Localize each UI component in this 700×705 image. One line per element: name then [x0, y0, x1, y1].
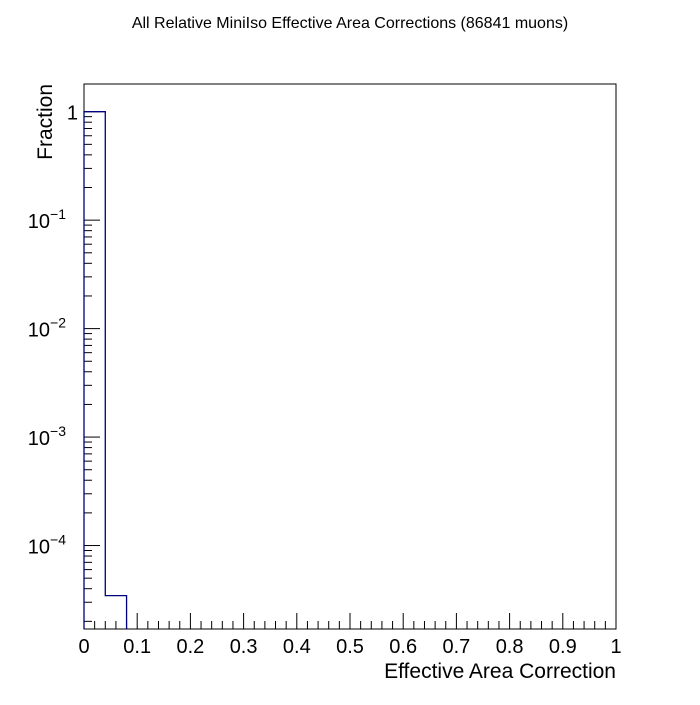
x-tick-label: 0.7: [442, 636, 470, 658]
histogram-series: [83, 111, 128, 629]
x-tick-label: 0.8: [496, 636, 524, 658]
y-tick-label: 10−1: [28, 206, 66, 233]
x-tick-label: 0: [78, 636, 89, 658]
y-axis-label: Fraction: [34, 84, 57, 160]
y-tick-base: 10: [28, 428, 50, 450]
x-tick-label: 0.2: [176, 636, 204, 658]
y-tick-exponent: −1: [50, 206, 66, 222]
plot-frame: [83, 83, 617, 630]
x-tick-label: 0.1: [123, 636, 151, 658]
plot-area: 0 0.1 0.2 0.3 0.4 0.5 0.6 0.7 0.8 0.9 1110−110−210…: [28, 83, 622, 658]
x-tick-label: 0.9: [549, 636, 577, 658]
y-tick-base: 10: [28, 320, 50, 342]
y-tick-label: 10−4: [28, 532, 66, 559]
histogram-bin: [84, 112, 105, 629]
x-axis-label: Effective Area Correction: [384, 660, 616, 683]
y-tick-base: 10: [28, 211, 50, 233]
y-tick-exponent: −3: [50, 423, 66, 439]
y-tick-exponent: −2: [50, 315, 66, 331]
x-tick-label: 1: [610, 636, 621, 658]
x-tick-label: 0.5: [336, 636, 364, 658]
y-tick-label: 1: [67, 103, 78, 125]
y-tick-exponent: −4: [50, 532, 66, 548]
y-tick-label: 10−2: [28, 315, 66, 342]
chart-title: All Relative MiniIso Effective Area Corr…: [132, 15, 568, 32]
x-tick-label: 0.3: [230, 636, 258, 658]
histogram-bin: [105, 596, 126, 629]
y-tick-label: 10−3: [28, 423, 66, 450]
x-tick-label: 0.4: [283, 636, 311, 658]
x-tick-label: 0.6: [389, 636, 417, 658]
y-tick-base: 10: [28, 537, 50, 559]
